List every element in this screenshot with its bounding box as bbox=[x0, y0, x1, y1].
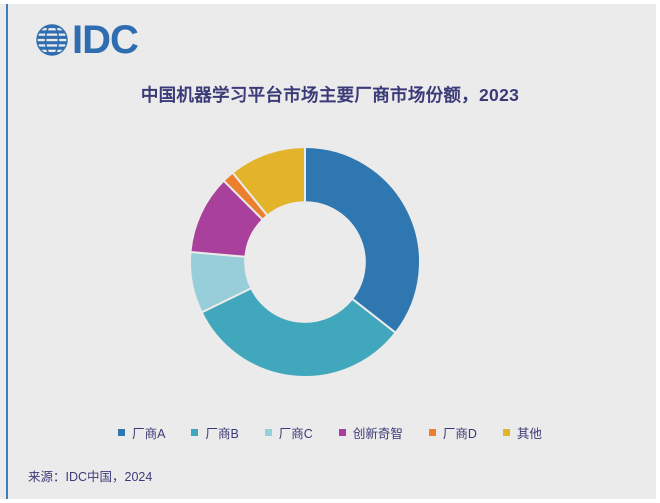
slide-left-accent-rule bbox=[6, 4, 8, 499]
legend-item-label: 厂商D bbox=[442, 427, 477, 441]
idc-logo-text: IDC bbox=[72, 18, 139, 62]
legend-item: 厂商C bbox=[264, 423, 313, 442]
legend-item: 厂商A bbox=[118, 423, 165, 442]
idc-logo: IDC bbox=[34, 18, 139, 62]
legend-item-label: 其他 bbox=[516, 427, 542, 441]
legend-swatch-icon bbox=[428, 429, 436, 436]
slide-right-border bbox=[656, 0, 660, 503]
donut-chart bbox=[188, 145, 422, 379]
donut-chart-svg bbox=[189, 145, 421, 378]
legend-swatch-icon bbox=[118, 429, 126, 436]
chart-legend: 厂商A 厂商B 厂商C 创新奇智 厂商D 其他 bbox=[0, 423, 660, 442]
legend-item: 其他 bbox=[502, 423, 542, 442]
legend-item: 厂商D bbox=[428, 423, 477, 442]
donut-slice bbox=[231, 145, 306, 217]
donut-slice bbox=[200, 286, 398, 378]
donut-slice-group bbox=[189, 145, 421, 378]
legend-item: 创新奇智 bbox=[338, 423, 403, 442]
slide-bottom-border bbox=[0, 499, 660, 503]
legend-item-label: 厂商B bbox=[205, 427, 239, 441]
slide-top-border bbox=[0, 0, 660, 4]
legend-swatch-icon bbox=[338, 429, 346, 436]
legend-item: 厂商B bbox=[191, 423, 239, 442]
source-note: 来源：IDC中国，2024 bbox=[28, 470, 153, 484]
legend-swatch-icon bbox=[502, 429, 510, 436]
legend-item-label: 厂商C bbox=[278, 427, 313, 441]
globe-stripes-icon bbox=[36, 24, 68, 56]
page-title: 中国机器学习平台市场主要厂商市场份额，2023 bbox=[140, 85, 520, 105]
legend-item-label: 创新奇智 bbox=[352, 427, 403, 441]
legend-item-label: 厂商A bbox=[132, 427, 166, 441]
legend-swatch-icon bbox=[264, 429, 272, 436]
donut-slice bbox=[304, 145, 421, 335]
legend-swatch-icon bbox=[191, 429, 199, 436]
